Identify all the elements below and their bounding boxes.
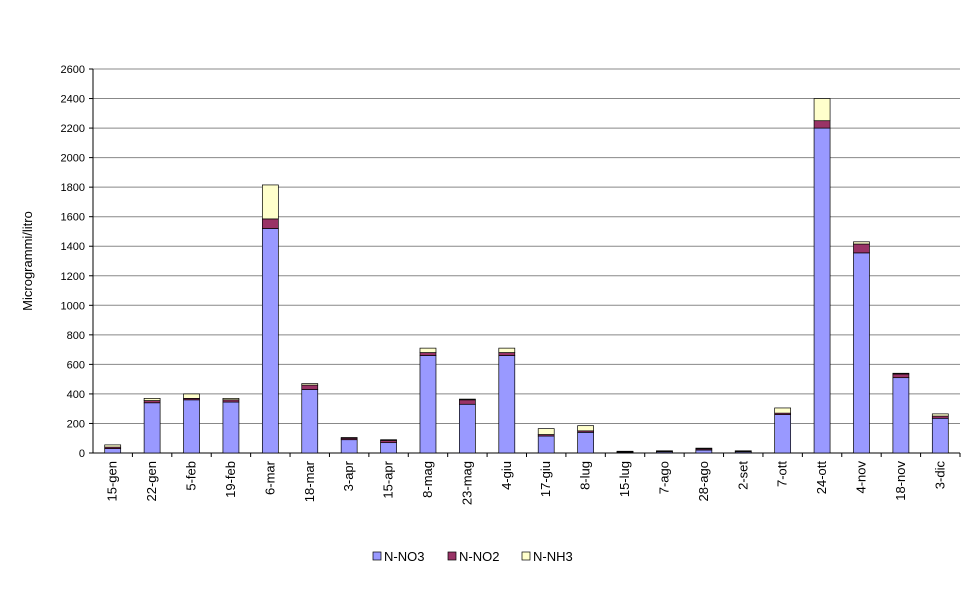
y-tick-label: 1000 <box>61 300 85 312</box>
bar-segment <box>302 389 318 453</box>
bar-segment <box>775 408 791 413</box>
y-tick-label: 400 <box>67 389 85 401</box>
bar-segment <box>459 400 475 404</box>
x-tick-label: 7-ago <box>656 461 671 494</box>
bar-segment <box>893 374 909 378</box>
y-tick-label: 200 <box>67 418 85 430</box>
bar-segment <box>223 398 239 399</box>
x-tick-label: 28-ago <box>696 461 711 501</box>
bar-segment <box>184 394 200 398</box>
x-tick-label: 15-gen <box>105 461 120 501</box>
bar-segment <box>932 414 948 416</box>
x-tick-label: 2-set <box>735 461 750 490</box>
bar-segment <box>459 404 475 453</box>
legend-label: N-NO2 <box>459 549 499 564</box>
bar-segment <box>420 353 436 356</box>
x-tick-label: 3-dic <box>932 461 947 490</box>
x-tick-label: 4-giu <box>499 461 514 490</box>
bar-segment <box>578 432 594 453</box>
legend-label: N-NH3 <box>533 549 573 564</box>
bar-segment <box>144 403 160 453</box>
bar-segment <box>144 398 160 400</box>
bar-segment <box>381 443 397 453</box>
bar-segment <box>853 253 869 453</box>
x-tick-label: 19-feb <box>223 461 238 498</box>
bar-segment <box>932 418 948 453</box>
x-tick-label: 22-gen <box>144 461 159 501</box>
y-tick-label: 2200 <box>61 123 85 135</box>
bar-segment <box>302 385 318 389</box>
bar-segment <box>341 437 357 438</box>
bar-segment <box>105 445 121 447</box>
y-tick-label: 0 <box>79 448 85 460</box>
bar-segment <box>499 353 515 356</box>
x-tick-label: 3-apr <box>341 460 356 491</box>
bar-segment <box>893 373 909 374</box>
x-tick-label: 8-lug <box>578 461 593 490</box>
y-tick-label: 1400 <box>61 241 85 253</box>
y-tick-label: 800 <box>67 330 85 342</box>
bar-segment <box>538 429 554 435</box>
x-tick-label: 4-nov <box>853 461 868 494</box>
bar-segment <box>341 440 357 453</box>
x-tick-label: 6-mar <box>262 460 277 495</box>
bar-segment <box>105 449 121 453</box>
bar-segment <box>262 229 278 453</box>
bar-segment <box>578 426 594 431</box>
bar-segment <box>538 436 554 453</box>
bar-segment <box>223 402 239 453</box>
bar-segment <box>184 400 200 453</box>
x-tick-label: 15-apr <box>381 460 396 498</box>
bar-segment <box>381 440 397 441</box>
bar-segment <box>853 244 869 253</box>
x-tick-label: 8-mag <box>420 461 435 498</box>
x-tick-label: 24-ott <box>814 461 829 495</box>
bar-segment <box>459 399 475 400</box>
bar-segment <box>853 242 869 244</box>
bar-segment <box>499 348 515 352</box>
y-tick-label: 2400 <box>61 94 85 106</box>
x-tick-label: 17-giu <box>538 461 553 497</box>
bar-segment <box>814 99 830 121</box>
x-tick-label: 7-ott <box>775 461 790 487</box>
x-tick-label: 15-lug <box>617 461 632 497</box>
legend-label: N-NO3 <box>384 549 424 564</box>
y-tick-label: 2000 <box>61 153 85 165</box>
x-tick-label: 18-nov <box>893 461 908 501</box>
legend-swatch <box>373 552 381 560</box>
bar-segment <box>696 450 712 453</box>
bar-segment <box>775 415 791 453</box>
legend-swatch <box>448 552 456 560</box>
y-tick-label: 600 <box>67 359 85 371</box>
legend-swatch <box>522 552 530 560</box>
bar-segment <box>893 378 909 453</box>
bar-segment <box>814 121 830 128</box>
y-tick-label: 1600 <box>61 212 85 224</box>
bar-segment <box>499 356 515 453</box>
y-tick-label: 1800 <box>61 182 85 194</box>
bar-segment <box>814 128 830 453</box>
x-tick-label: 18-mar <box>302 460 317 502</box>
bar-segment <box>420 348 436 352</box>
bar-segment <box>302 384 318 385</box>
x-tick-label: 5-feb <box>184 461 199 491</box>
y-axis-label: Microgrammi/litro <box>20 211 35 311</box>
x-tick-label: 23-mag <box>459 461 474 505</box>
bar-segment <box>420 356 436 453</box>
bar-segment <box>696 448 712 449</box>
y-tick-label: 2600 <box>61 64 85 76</box>
y-tick-label: 1200 <box>61 271 85 283</box>
bar-segment <box>262 185 278 219</box>
bar-segment <box>262 219 278 229</box>
